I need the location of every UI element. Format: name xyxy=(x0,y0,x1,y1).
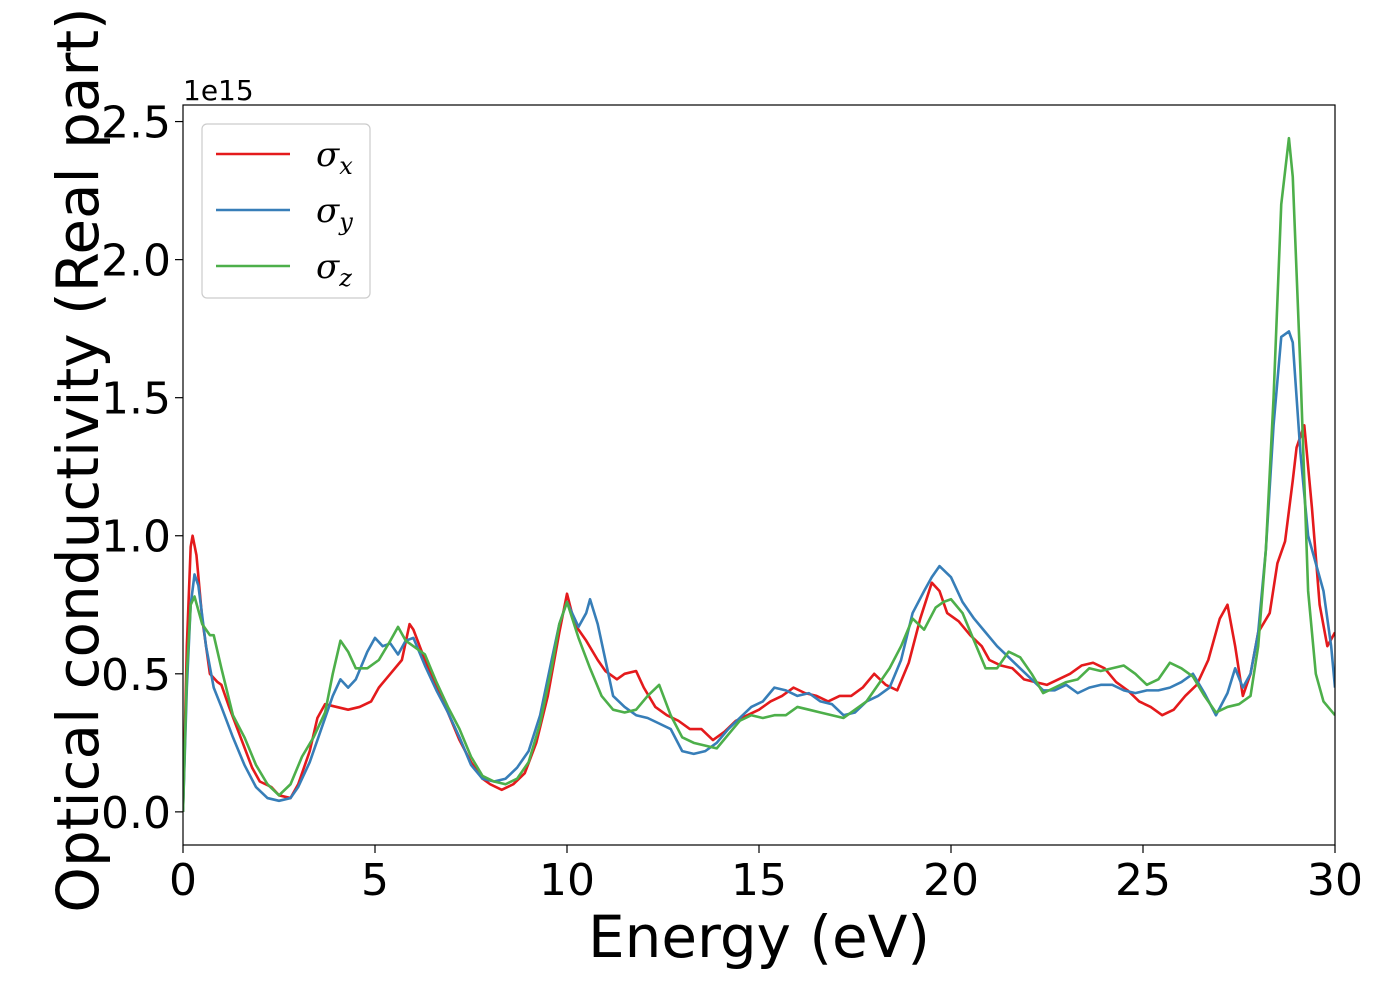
y-tick-label: 2.5 xyxy=(101,98,171,149)
legend-label-subscript: z xyxy=(338,264,352,292)
x-tick-label: 0 xyxy=(169,855,197,906)
legend-label-base: σ xyxy=(316,135,340,175)
legend-label-z: σz xyxy=(316,247,352,292)
legend-label-base: σ xyxy=(316,191,340,231)
legend-label-y: σy xyxy=(316,191,353,236)
legend-label-subscript: x xyxy=(339,152,353,180)
x-axis-label: Energy (eV) xyxy=(588,903,930,971)
legend-label-subscript: y xyxy=(338,208,353,236)
series-layer xyxy=(183,136,1335,812)
legend-label-base: σ xyxy=(316,247,340,287)
x-tick-label: 30 xyxy=(1307,855,1363,906)
y-tick-label: 1.5 xyxy=(101,374,171,425)
y-tick-label: 0.5 xyxy=(101,650,171,701)
y-axis-label: Optical conductivity (Real part) xyxy=(44,7,112,912)
x-axis-ticks: 0 5 10 15 20 25 30 xyxy=(169,845,1363,906)
x-tick-label: 5 xyxy=(361,855,389,906)
series-line-z xyxy=(183,136,1335,812)
y-tick-label: 2.0 xyxy=(101,236,171,287)
y-tick-label: 1.0 xyxy=(101,512,171,563)
x-tick-label: 10 xyxy=(539,855,595,906)
y-axis-ticks: 0.0 0.5 1.0 1.5 2.0 2.5 xyxy=(101,98,183,839)
x-tick-label: 25 xyxy=(1115,855,1171,906)
x-tick-label: 20 xyxy=(923,855,979,906)
y-tick-label: 0.0 xyxy=(101,788,171,839)
series-line-y xyxy=(183,330,1335,812)
x-tick-label: 15 xyxy=(731,855,787,906)
legend-label-x: σx xyxy=(316,135,353,180)
y-axis-offset-label: 1e15 xyxy=(183,74,254,107)
